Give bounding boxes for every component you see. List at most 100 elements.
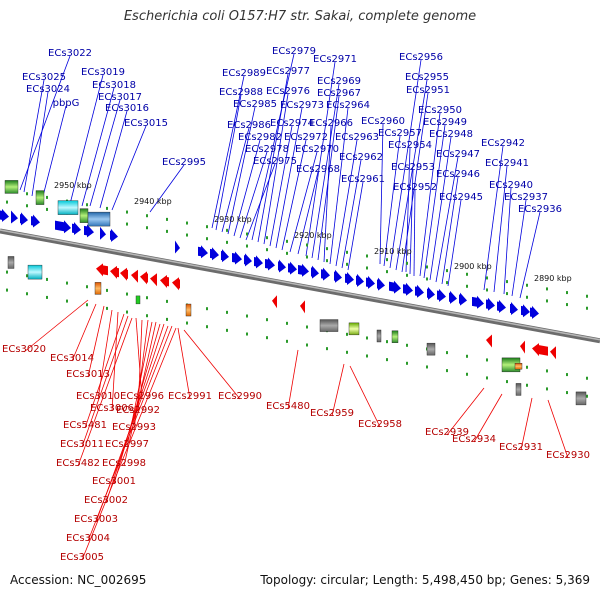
- track-dot: [566, 373, 568, 377]
- track-dot: [246, 332, 248, 336]
- leader-line: [395, 79, 428, 271]
- track-dot: [386, 258, 388, 262]
- leader-line: [149, 164, 185, 213]
- track-dot: [466, 272, 468, 276]
- track-dot: [446, 281, 448, 285]
- reverse-gene-label: ECs2991: [168, 391, 212, 402]
- leader-line: [429, 136, 452, 281]
- reverse-gene-label: ECs5482: [56, 458, 100, 469]
- leader-line: [323, 125, 332, 263]
- forward-gene-label: ECs2962: [339, 152, 383, 163]
- reverse-gene-label: ECs3020: [2, 344, 46, 355]
- forward-gene-label: ECs2974: [270, 118, 314, 129]
- forward-gene-arrow: [427, 286, 435, 300]
- leader-line: [275, 107, 303, 249]
- track-dot: [186, 221, 188, 225]
- track-dot: [146, 226, 148, 230]
- track-dot: [386, 358, 388, 362]
- leader-line: [493, 165, 508, 293]
- track-dot: [466, 284, 468, 288]
- leader-line: [81, 87, 115, 207]
- track-dot: [126, 222, 128, 226]
- track-dot: [366, 266, 368, 270]
- leader-line: [89, 99, 121, 207]
- leader-line: [383, 135, 401, 267]
- forward-gene-label: ECs2969: [317, 76, 361, 87]
- track-dot: [406, 261, 408, 265]
- forward-gene-label: ECs2942: [481, 138, 525, 149]
- leader-line: [71, 303, 97, 362]
- leader-line: [23, 79, 45, 193]
- leader-line: [77, 317, 133, 467]
- backbone-highlight: [0, 229, 600, 341]
- forward-gene-label: ECs2971: [313, 54, 357, 65]
- feature-block: [35, 190, 45, 205]
- reverse-gene-label: ECs2998: [102, 458, 146, 469]
- forward-gene-label: ECs2955: [405, 72, 449, 83]
- leader-line: [503, 187, 512, 295]
- track-dot: [366, 336, 368, 340]
- forward-gene-label: ECs2970: [295, 144, 339, 155]
- forward-gene-arrow: [521, 304, 530, 318]
- feature-block: [426, 342, 436, 356]
- track-dot: [346, 350, 348, 354]
- leader-line: [287, 349, 299, 410]
- feature-block: [348, 322, 360, 336]
- leader-line: [211, 75, 245, 229]
- forward-gene-label: ECs2952: [393, 182, 437, 193]
- leader-line: [221, 127, 250, 233]
- track-dot: [246, 244, 248, 248]
- forward-gene-arrow: [449, 290, 457, 304]
- track-dot: [126, 210, 128, 214]
- track-dot: [526, 295, 528, 299]
- track-dot: [366, 254, 368, 258]
- feature-block: [27, 264, 43, 280]
- track-dot: [286, 321, 288, 325]
- forward-gene-label: ECs2966: [309, 118, 353, 129]
- leader-line: [177, 327, 191, 400]
- track-dot: [386, 270, 388, 274]
- leader-line: [441, 176, 459, 285]
- forward-gene-label: ECs2936: [518, 204, 562, 215]
- forward-gene-arrow: [210, 247, 219, 261]
- forward-gene-label: ECs2948: [429, 129, 473, 140]
- backbone-line: [0, 228, 600, 344]
- leader-line: [227, 106, 256, 235]
- forward-gene-arrow: [530, 305, 539, 319]
- track-dot: [286, 339, 288, 343]
- track-dot: [446, 351, 448, 355]
- reverse-gene-label: ECs3010: [76, 391, 120, 402]
- track-dot: [486, 358, 488, 362]
- track-dot: [466, 372, 468, 376]
- reverse-gene-label: ECs2930: [546, 450, 590, 461]
- reverse-gene-arrow: [120, 267, 128, 281]
- leader-line: [419, 112, 441, 277]
- accession-label: Accession: NC_002695: [10, 573, 147, 587]
- forward-gene-arrow: [356, 273, 364, 287]
- feature-block: [4, 180, 19, 194]
- reverse-gene-label: ECs5480: [266, 401, 310, 412]
- track-dot: [6, 288, 8, 292]
- forward-gene-arrow: [84, 224, 94, 238]
- track-dot: [506, 280, 508, 284]
- leader-line: [257, 73, 289, 243]
- forward-gene-arrow: [415, 284, 424, 298]
- track-dot: [126, 310, 128, 314]
- forward-gene-arrow: [232, 251, 242, 265]
- forward-gene-label: ECs3017: [98, 92, 142, 103]
- forward-gene-label: ECs2967: [317, 88, 361, 99]
- leader-line: [447, 199, 462, 287]
- track-dot: [566, 303, 568, 307]
- track-dot: [566, 391, 568, 395]
- forward-gene-label: ECs2977: [266, 66, 310, 77]
- forward-gene-label: ECs2972: [284, 132, 328, 143]
- reverse-gene-label: ECs2992: [116, 405, 160, 416]
- track-dot: [286, 251, 288, 255]
- track-dot: [306, 243, 308, 247]
- reverse-gene-label: ECs3005: [60, 552, 104, 563]
- leader-line: [329, 107, 349, 265]
- leader-line: [87, 325, 173, 542]
- forward-gene-label: pbpG: [53, 98, 80, 109]
- leader-line: [113, 323, 161, 485]
- forward-gene-arrow: [288, 261, 297, 275]
